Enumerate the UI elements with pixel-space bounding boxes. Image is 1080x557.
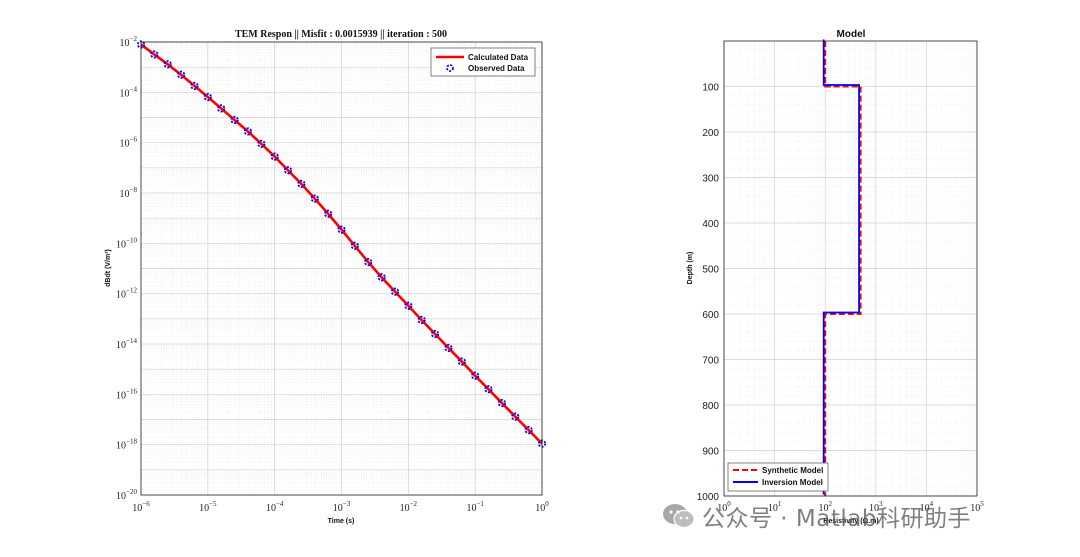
left-x-tick-label: 10−2: [400, 500, 418, 514]
synthetic-model-line: [824, 41, 862, 496]
left-y-tick-label: 10−2: [120, 35, 138, 49]
left-x-tick-label: 100: [535, 500, 549, 514]
left-y-axis-label: dBdt (V/m²): [105, 249, 112, 287]
left-legend-box: [430, 47, 536, 77]
right-legend: Synthetic Model Inversion Model: [727, 462, 829, 492]
left-x-tick-label: 10−1: [466, 500, 484, 514]
observed-data-point: [377, 273, 386, 282]
right-y-tick-label: 600: [702, 310, 719, 321]
inversion-model-line: [822, 39, 860, 495]
right-x-tick-label: 102: [818, 500, 832, 514]
right-y-tick-label: 700: [702, 356, 719, 367]
observed-data-point: [257, 139, 266, 148]
watermark-text: 公众号 · Matlab科研助手: [702, 506, 971, 532]
right-x-axis-label: Resistivity (Ω.m): [823, 518, 878, 525]
observed-data-point: [150, 50, 159, 59]
observed-data-point: [217, 104, 226, 113]
legend-observed-label: Observed Data: [468, 64, 525, 73]
right-series-layer: [822, 39, 862, 496]
observed-data-point: [270, 152, 279, 161]
right-x-tick-label: 105: [970, 500, 984, 514]
watermark: 公众号 · Matlab科研助手: [662, 498, 971, 534]
resistivity-model-chart: 100 101 102 103 104 105 100 200 300 400 500 600 700 8…: [687, 29, 984, 525]
calculated-data-line: [140, 43, 543, 445]
right-tick-labels: 100 101 102 103 104 105 100 200 300 400 500 600 700 8…: [697, 83, 985, 515]
left-plot-frame: [140, 41, 543, 496]
legend-observed-swatch: [446, 64, 454, 72]
legend-calculated-label: Calculated Data: [468, 53, 529, 62]
observed-data-point: [404, 301, 413, 310]
left-y-tick-label: 10−4: [120, 85, 138, 99]
right-y-axis-label: Depth (m): [687, 252, 694, 285]
right-legend-box: [727, 462, 829, 492]
left-y-tick-label: 10−18: [116, 438, 137, 452]
right-plot-frame: [723, 40, 978, 497]
left-tick-labels: 10−6 10−5 10−4 10−3 10−2 10−1 100 10−20 10−18 10−…: [116, 35, 549, 514]
observed-data-point: [457, 357, 466, 366]
left-x-tick-label: 10−6: [132, 500, 150, 514]
observed-data-point: [283, 166, 293, 175]
right-y-tick-label: 200: [702, 128, 719, 139]
right-y-tick-label: 500: [702, 265, 719, 276]
tem-response-chart: 10−6 10−5 10−4 10−3 10−2 10−1 100 10−20 10−18 10−…: [105, 29, 549, 525]
observed-data-point: [511, 412, 520, 421]
observed-data-point: [497, 398, 506, 408]
observed-data-point: [203, 92, 212, 102]
right-y-tick-label: 800: [702, 401, 719, 412]
observed-data-point: [337, 225, 346, 234]
right-y-tick-label: 400: [702, 219, 719, 230]
observed-data-point: [390, 287, 400, 296]
left-x-tick-label: 10−3: [333, 500, 351, 514]
right-y-tick-label: 900: [702, 447, 719, 458]
right-x-tick-label: 100: [717, 500, 731, 514]
left-y-tick-label: 10−16: [116, 387, 137, 401]
right-x-tick-label: 104: [920, 500, 934, 514]
right-major-grid: [723, 41, 978, 497]
left-legend: Calculated Data Observed Data: [430, 47, 536, 77]
observed-data-point: [230, 115, 239, 125]
observed-data-point: [243, 127, 253, 136]
left-y-tick-label: 10−12: [116, 287, 137, 301]
observed-data-point: [417, 315, 426, 325]
observed-data-point: [176, 70, 186, 79]
right-y-tick-label: 1000: [697, 492, 720, 503]
right-x-tick-label: 103: [869, 500, 883, 514]
left-y-tick-label: 10−10: [116, 236, 137, 250]
legend-inversion-label: Inversion Model: [762, 478, 823, 487]
observed-data-point: [163, 60, 172, 69]
right-x-tick-label: 101: [768, 500, 782, 514]
left-x-tick-label: 10−5: [199, 500, 217, 514]
right-y-tick-label: 100: [702, 83, 719, 94]
right-y-tick-label: 300: [702, 174, 719, 185]
observed-data-point: [471, 371, 480, 380]
right-chart-title: Model: [837, 29, 866, 40]
observed-data-point: [484, 385, 493, 394]
observed-data-point: [524, 425, 533, 435]
observed-data-point: [297, 179, 306, 188]
observed-data-point: [364, 257, 373, 267]
observed-data-point: [324, 209, 333, 218]
left-y-tick-label: 10−20: [116, 488, 137, 502]
observed-data-point: [444, 343, 453, 352]
left-chart-title: TEM Respon || Misfit : 0.0015939 || iter…: [235, 29, 447, 40]
left-y-tick-label: 10−6: [120, 136, 138, 150]
legend-synthetic-label: Synthetic Model: [762, 466, 823, 475]
observed-data-point: [350, 241, 359, 250]
left-y-tick-label: 10−8: [120, 186, 138, 200]
left-x-tick-label: 10−4: [266, 500, 284, 514]
left-y-tick-label: 10−14: [116, 337, 137, 351]
left-x-axis-label: Time (s): [328, 518, 355, 525]
observed-data-point: [190, 81, 199, 91]
observed-data-point: [310, 194, 319, 203]
observed-data-point: [430, 329, 440, 339]
wechat-icon: [663, 504, 695, 529]
